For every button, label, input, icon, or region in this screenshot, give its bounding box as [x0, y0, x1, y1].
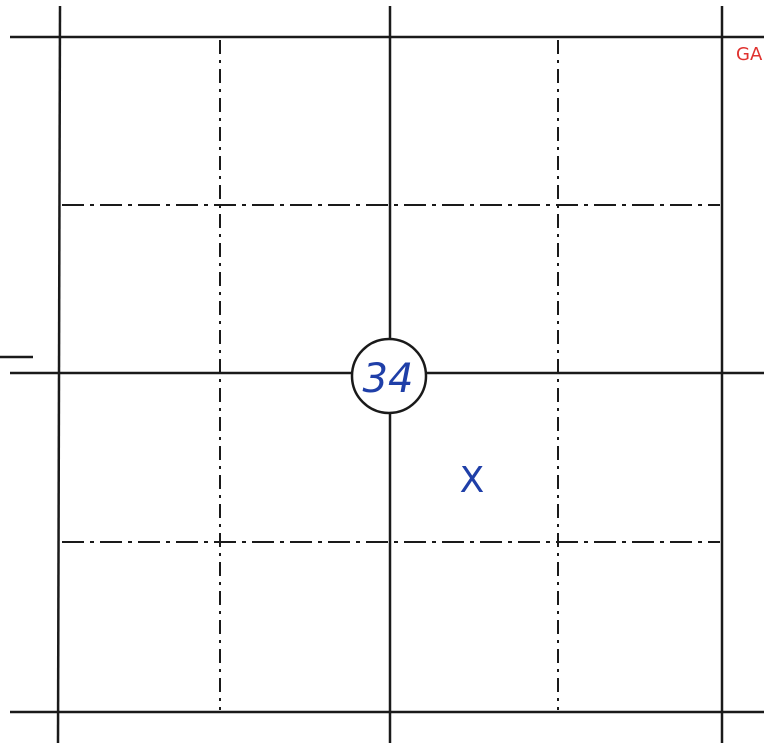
section-line — [56, 5, 62, 743]
section-circle — [350, 337, 428, 415]
section-label: 34 — [363, 356, 414, 402]
location-mark: X — [460, 460, 485, 501]
corner-text: GA — [736, 44, 763, 65]
